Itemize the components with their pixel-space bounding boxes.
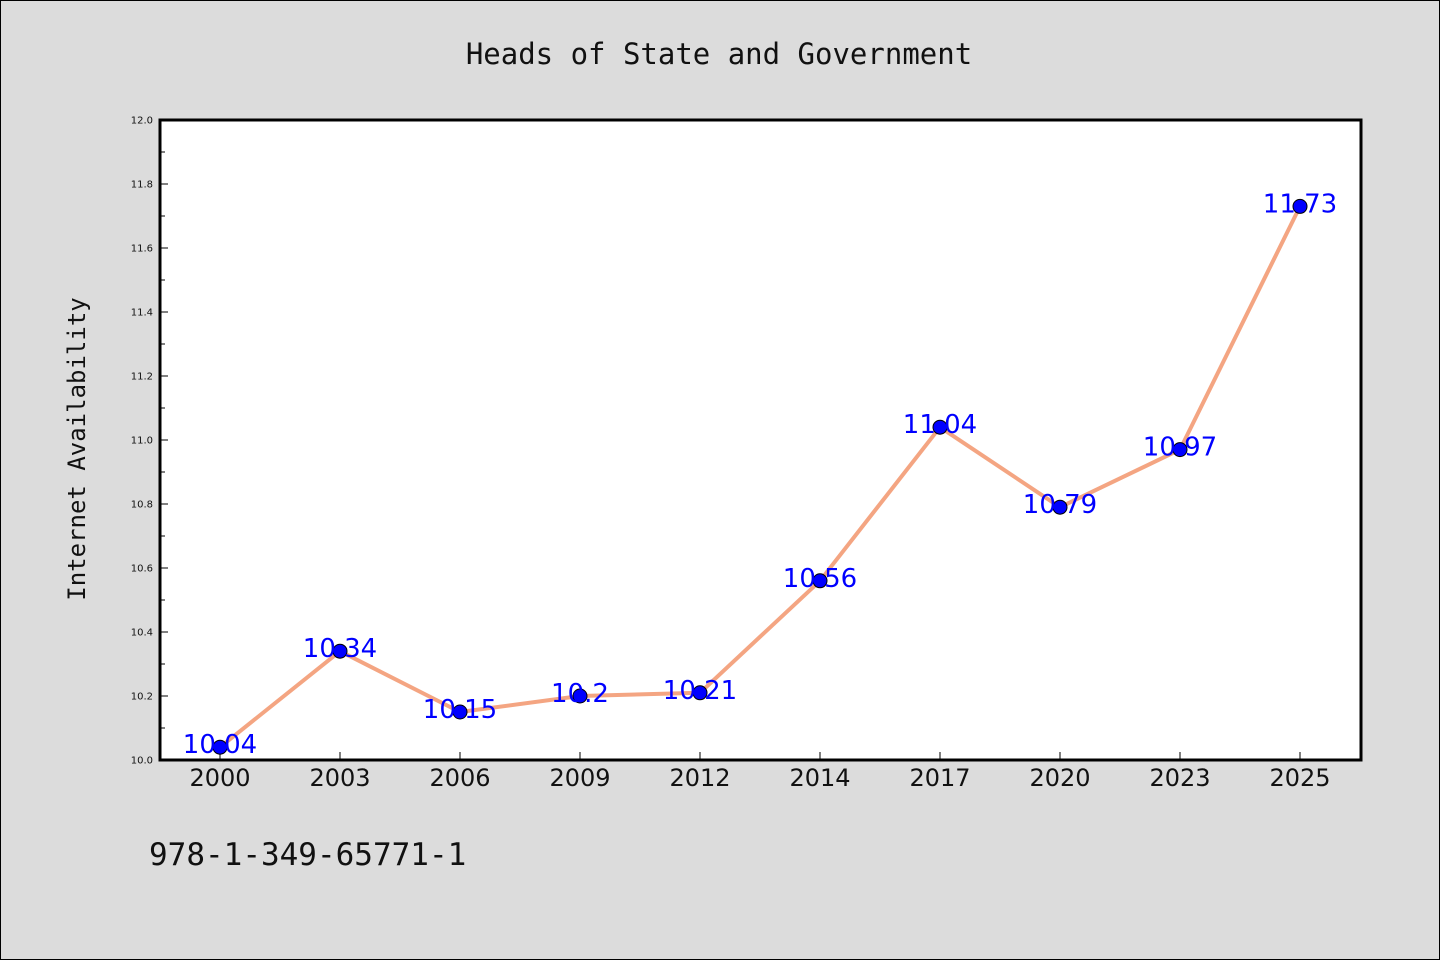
plot-area — [158, 118, 1363, 762]
data-label: 10.2 — [551, 679, 609, 709]
y-tick-label: 10.0 — [131, 756, 153, 767]
data-label: 10.04 — [183, 730, 257, 760]
data-label: 10.21 — [663, 676, 737, 706]
x-tick-label: 2006 — [429, 764, 490, 792]
x-tick-label: 2009 — [549, 764, 610, 792]
y-tick-label: 11.2 — [131, 372, 153, 383]
y-axis: 10.0 10.2 10.4 10.6 10.8 11.0 11.2 11.4 11.6 11.8… — [131, 116, 168, 767]
y-tick-label: 10.4 — [131, 628, 153, 639]
data-labels: 10.04 10.34 10.15 10.2 10.21 10.56 11.04 10.79 1… — [183, 189, 1337, 760]
data-point — [1052, 499, 1068, 515]
x-axis: 2000 2003 2006 2009 2012 2014 2017 2020 2023 2025 — [189, 752, 1331, 792]
x-tick-label: 2025 — [1269, 764, 1330, 792]
data-label: 10.34 — [303, 634, 377, 664]
x-tick-label: 2014 — [789, 764, 850, 792]
data-label: 11.04 — [903, 410, 977, 440]
x-tick-label: 2012 — [669, 764, 730, 792]
y-tick-label: 11.8 — [131, 180, 153, 191]
data-label: 11.73 — [1263, 189, 1337, 219]
data-point — [692, 685, 708, 701]
data-point — [212, 739, 228, 755]
data-point — [812, 573, 828, 589]
y-tick-label: 11.0 — [131, 436, 153, 447]
x-tick-label: 2003 — [309, 764, 370, 792]
caption-text: 978-1-349-65771-1 — [149, 837, 466, 873]
data-label: 10.56 — [783, 564, 857, 594]
y-tick-label: 11.4 — [131, 308, 153, 319]
y-tick-label: 10.8 — [131, 500, 153, 511]
x-tick-label: 2020 — [1029, 764, 1090, 792]
chart-title: Heads of State and Government — [466, 37, 972, 71]
data-point — [572, 688, 588, 704]
y-tick-label: 12.0 — [131, 116, 153, 127]
data-point — [332, 643, 348, 659]
y-axis-label: Internet Availability — [63, 297, 91, 600]
x-tick-label: 2023 — [1149, 764, 1210, 792]
data-label: 10.15 — [423, 695, 497, 725]
data-point — [1172, 442, 1188, 458]
data-point — [452, 704, 468, 720]
x-tick-label: 2000 — [189, 764, 250, 792]
y-tick-label: 11.6 — [131, 244, 153, 255]
y-tick-label: 10.6 — [131, 564, 153, 575]
data-point — [932, 419, 948, 435]
y-tick-label: 10.2 — [131, 692, 153, 703]
series-line — [218, 205, 1302, 749]
x-tick-label: 2017 — [909, 764, 970, 792]
data-point — [1292, 198, 1308, 214]
data-label: 10.97 — [1143, 433, 1217, 463]
data-points — [212, 198, 1308, 755]
data-label: 10.79 — [1023, 490, 1097, 520]
